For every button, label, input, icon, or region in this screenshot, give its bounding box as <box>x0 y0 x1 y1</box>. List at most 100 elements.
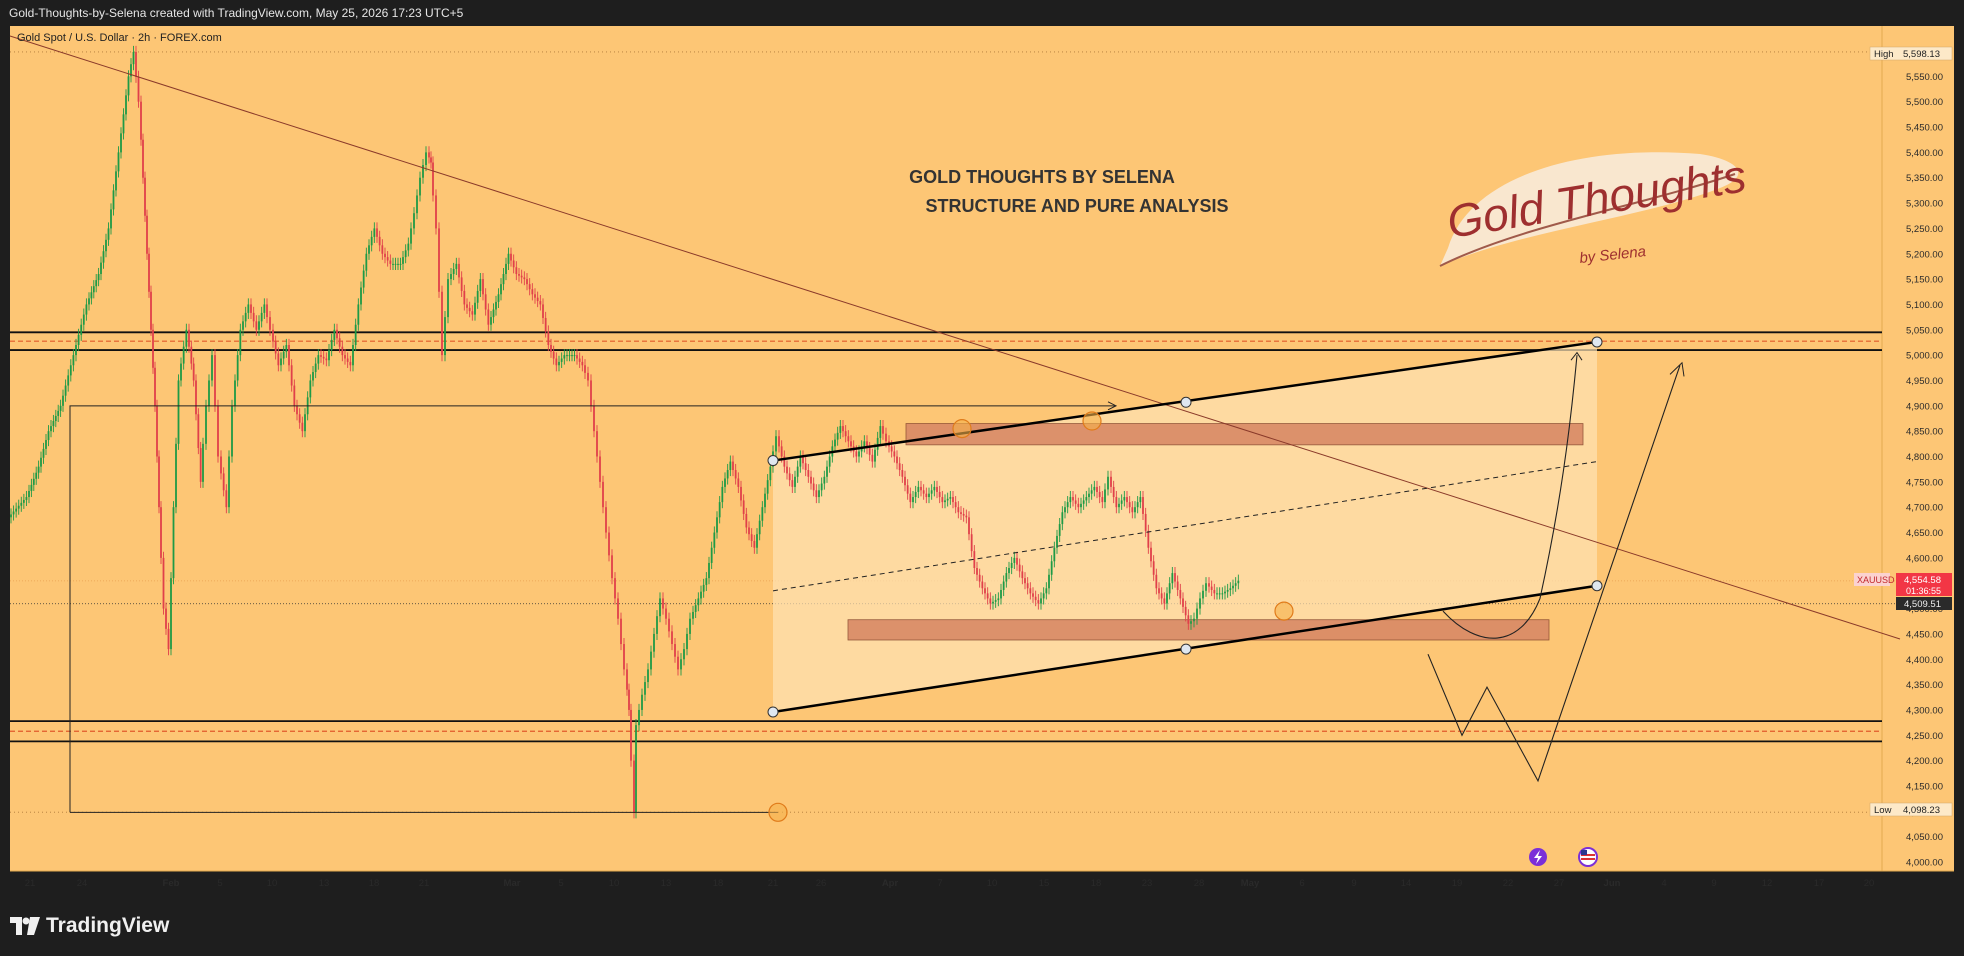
candle-body <box>137 76 140 102</box>
candle-body <box>783 456 786 467</box>
candle-body <box>941 497 944 503</box>
candle-body <box>394 263 397 265</box>
candle-body <box>633 760 635 813</box>
candle-body <box>558 361 560 366</box>
candle-body <box>236 355 239 381</box>
high-label: High 5,598.13 <box>1869 46 1953 61</box>
candle-body <box>490 317 492 325</box>
candle-body <box>1139 497 1142 503</box>
low-tag-value: 4,098.23 <box>1903 805 1940 816</box>
candle-body <box>10 514 12 518</box>
price-tick-label: 4,450.00 <box>1906 629 1943 640</box>
candle-body <box>836 432 839 440</box>
candle-body <box>844 431 847 437</box>
candle-body <box>125 95 127 115</box>
candle-body <box>1010 562 1013 569</box>
candle-body <box>1040 598 1042 604</box>
candle-body <box>614 578 616 599</box>
price-tick-label: 5,050.00 <box>1906 325 1943 336</box>
price-tick-label: 5,300.00 <box>1906 199 1943 210</box>
date-tick-label: 5 <box>217 878 222 889</box>
candle-body <box>360 287 362 305</box>
candle-body <box>272 329 274 342</box>
candle-body <box>1080 503 1082 508</box>
candle-body <box>1184 606 1187 616</box>
candle-body <box>1187 615 1190 624</box>
tradingview-logo[interactable]: TradingView <box>10 913 169 939</box>
candle-body <box>252 312 255 322</box>
tradingview-wordmark: TradingView <box>46 914 170 937</box>
candle-body <box>944 500 946 503</box>
candle-body <box>680 659 682 670</box>
candle-body <box>635 725 637 813</box>
candle-body <box>460 277 463 291</box>
candle-body <box>665 608 667 619</box>
candle-body <box>15 508 18 512</box>
candle-body <box>144 177 146 216</box>
date-tick-label: Mar <box>504 878 521 889</box>
highlight-circle <box>1274 601 1294 621</box>
candle-body <box>713 532 716 548</box>
candle-body <box>150 291 152 330</box>
candle-body <box>357 304 360 325</box>
candle-body <box>718 502 721 518</box>
candle-body <box>1120 500 1123 504</box>
candle-body <box>122 114 125 134</box>
candle-body <box>1221 593 1224 595</box>
candle-body <box>450 274 452 280</box>
candle-body <box>638 709 640 726</box>
candle-body <box>220 456 222 474</box>
candle-body <box>438 228 440 292</box>
date-tick-label: 17 <box>1814 878 1825 889</box>
candle-body <box>381 245 384 254</box>
countdown-value: 01:36:55 <box>1906 586 1941 596</box>
high-tag-value: 5,598.13 <box>1903 49 1940 60</box>
candle-body <box>158 456 160 508</box>
drawing-handle <box>1591 336 1603 348</box>
candle-body <box>202 443 204 482</box>
candle-body <box>1208 583 1210 587</box>
candle-body <box>689 618 691 634</box>
candle-body <box>12 511 15 515</box>
candle-body <box>1147 530 1150 548</box>
candle-body <box>1104 489 1106 503</box>
candle-body <box>32 478 35 485</box>
candle-body <box>1042 593 1045 599</box>
candle-body <box>352 344 354 366</box>
candle-body <box>428 152 430 158</box>
price-tick-label: 4,350.00 <box>1906 680 1943 691</box>
candle-body <box>127 76 130 96</box>
candle-body <box>354 324 357 345</box>
projection-arrow-1 <box>1570 351 1583 361</box>
candle-body <box>515 267 518 275</box>
candle-body <box>766 480 769 494</box>
candle-body <box>190 346 193 364</box>
candle-body <box>35 472 38 479</box>
price-chart[interactable]: 4,000.004,050.004,100.004,150.004,200.00… <box>0 26 1964 896</box>
candle-body <box>855 451 858 457</box>
candle-body <box>912 497 914 503</box>
candle-body <box>247 304 250 313</box>
logo-brush-stroke <box>1439 173 1736 267</box>
date-tick-label: 22 <box>1503 878 1514 889</box>
candle-body <box>623 644 625 670</box>
candle-body <box>304 414 306 432</box>
date-tick-label: 27 <box>1554 878 1565 889</box>
symbol-title[interactable]: Gold Spot / U.S. Dollar · 2h · FOREX.com <box>17 32 222 44</box>
candle-body <box>566 355 568 357</box>
candle-body <box>416 195 418 214</box>
price-tick-label: 5,200.00 <box>1906 249 1943 260</box>
candle-body <box>1128 502 1131 508</box>
candle-body <box>965 515 968 518</box>
candle-body <box>1085 497 1088 501</box>
candle-body <box>644 682 646 695</box>
candle-body <box>1224 591 1226 594</box>
candle-body <box>716 517 718 533</box>
candle-body <box>518 274 520 276</box>
candle-body <box>697 598 700 606</box>
date-tick-label: 28 <box>1194 878 1205 889</box>
candle-body <box>75 344 77 356</box>
candle-body <box>452 268 455 275</box>
candle-body <box>896 456 898 464</box>
low-tag <box>1869 802 1953 817</box>
